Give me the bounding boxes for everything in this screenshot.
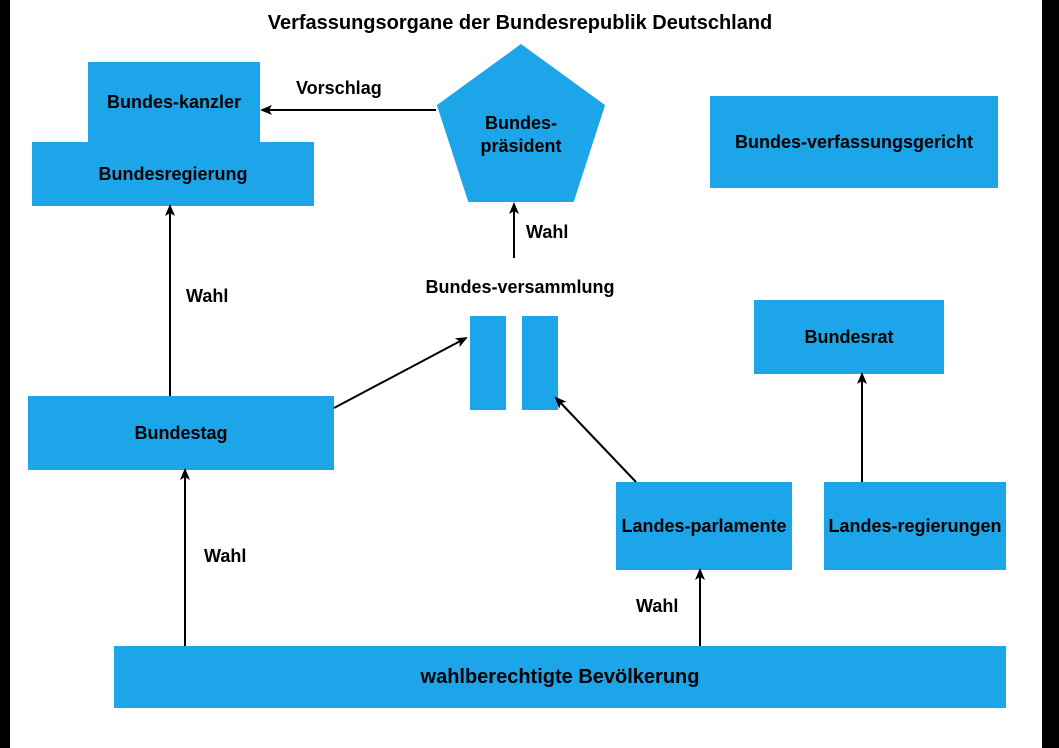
node-bundesregierung: Bundesregierung: [32, 142, 314, 206]
right-border-stripe: [1042, 0, 1059, 748]
node-bundesverfassungsgericht: Bundes-verfassungsgericht: [710, 96, 998, 188]
node-bundesversammlung-label: Bundes-versammlung: [420, 262, 620, 312]
node-bundeskanzler: Bundes-kanzler: [88, 62, 260, 142]
edge-landesparlamente_to_versammlung: [556, 398, 636, 482]
node-bevoelkerung: wahlberechtigte Bevölkerung: [114, 646, 1006, 708]
edge-bundestag_to_versammlung: [334, 338, 466, 408]
node-landesparlamente: Landes-parlamente: [616, 482, 792, 570]
node-bundesrat: Bundesrat: [754, 300, 944, 374]
edge-label-wahl-4: Wahl: [526, 222, 568, 243]
left-border-stripe: [0, 0, 10, 748]
node-landesregierungen: Landes-regierungen: [824, 482, 1006, 570]
node-bundestag: Bundestag: [28, 396, 334, 470]
node-bundesversammlung-bar-right: [522, 316, 558, 410]
edge-label-wahl-2: Wahl: [636, 596, 678, 617]
node-bundesversammlung-bar-left: [470, 316, 506, 410]
edge-label-wahl-1: Wahl: [204, 546, 246, 567]
edge-label-wahl-3: Wahl: [186, 286, 228, 307]
node-bundespraesident-label: Bundes-präsident: [432, 91, 610, 178]
edge-label-vorschlag: Vorschlag: [296, 78, 382, 99]
diagram-canvas: Verfassungsorgane der Bundesrepublik Deu…: [0, 0, 1059, 748]
diagram-title: Verfassungsorgane der Bundesrepublik Deu…: [240, 12, 800, 35]
